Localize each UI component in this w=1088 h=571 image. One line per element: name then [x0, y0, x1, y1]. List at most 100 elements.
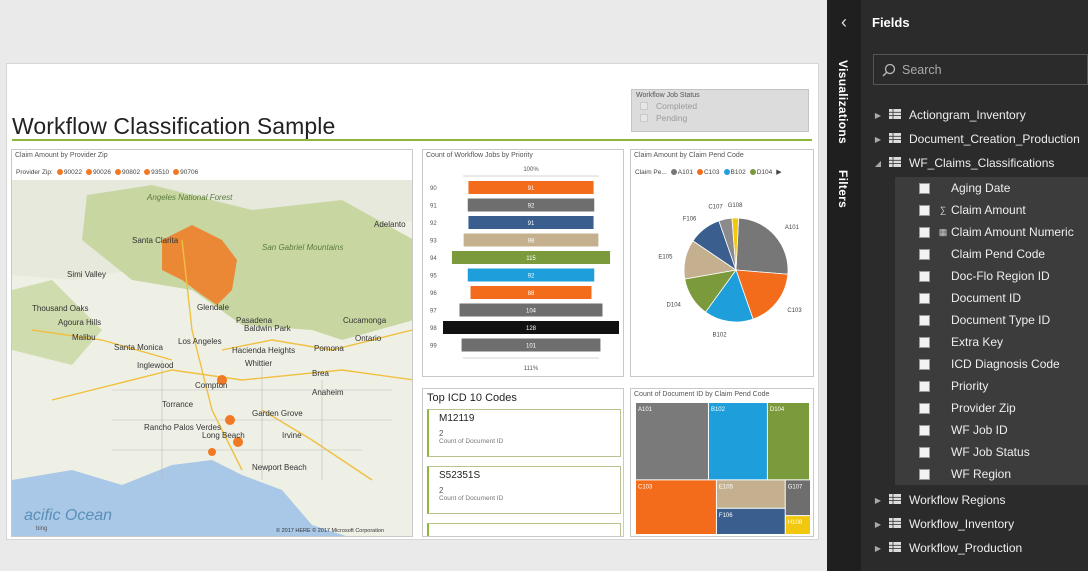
- collapsed-arrow-icon[interactable]: ▶: [874, 495, 882, 505]
- field-checkbox[interactable]: [919, 292, 930, 304]
- field-table[interactable]: ▶ Document_Creation_Production: [861, 127, 1088, 151]
- icd-card[interactable]: M12119 2 Count of Document ID: [427, 409, 621, 457]
- pie-slice[interactable]: [735, 217, 789, 275]
- field-checkbox[interactable]: [919, 424, 930, 436]
- field-checkbox[interactable]: [919, 248, 930, 260]
- field-table[interactable]: ◢ WF_Claims_Classifications: [861, 151, 1088, 175]
- collapsed-arrow-icon[interactable]: ▶: [874, 134, 882, 144]
- field-item[interactable]: ICD Diagnosis Code: [895, 353, 1088, 375]
- field-item[interactable]: Document Type ID: [895, 309, 1088, 331]
- treemap-cell[interactable]: [716, 480, 785, 508]
- field-table[interactable]: ▶ Workflow Regions: [861, 488, 1088, 512]
- funnel-bar[interactable]: [443, 321, 619, 334]
- fields-search-input[interactable]: Search: [873, 54, 1088, 85]
- treemap-cell[interactable]: [785, 480, 810, 516]
- field-checkbox[interactable]: [919, 380, 930, 392]
- map-canvas[interactable]: Adelanto Santa Clarita Simi Valley Thous…: [12, 180, 413, 537]
- legend-item[interactable]: 90706: [173, 169, 198, 176]
- legend-item[interactable]: 90022: [56, 169, 82, 176]
- treemap-cell[interactable]: [785, 516, 810, 534]
- collapsed-arrow-icon[interactable]: ▶: [874, 519, 882, 529]
- field-item[interactable]: Extra Key: [895, 331, 1088, 353]
- field-checkbox[interactable]: [919, 446, 930, 458]
- treemap-cell[interactable]: [716, 508, 785, 534]
- funnel-bar[interactable]: [459, 303, 603, 317]
- field-checkbox[interactable]: [919, 358, 930, 370]
- legend-item[interactable]: 93510: [144, 169, 169, 176]
- field-item[interactable]: Provider Zip: [895, 397, 1088, 419]
- treemap-cell[interactable]: [708, 403, 767, 480]
- treemap-cell[interactable]: [767, 403, 809, 480]
- legend-item[interactable]: 90802: [115, 169, 140, 176]
- funnel-chart[interactable]: 100% 111% 90 91 91 92 92 91 93 98 94 115 95 92 96 88 9…: [423, 150, 624, 377]
- legend-item[interactable]: D104: [749, 169, 772, 176]
- zip-marker[interactable]: [225, 415, 235, 425]
- treemap-cell[interactable]: [636, 403, 708, 480]
- zip-marker[interactable]: [233, 437, 243, 447]
- zip-marker[interactable]: [217, 375, 227, 385]
- funnel-bar[interactable]: [467, 268, 595, 282]
- checkbox[interactable]: [640, 102, 648, 110]
- legend-item[interactable]: C103: [696, 169, 720, 176]
- field-item[interactable]: Document ID: [895, 287, 1088, 309]
- treemap-visual[interactable]: Count of Document ID by Claim Pend Code …: [630, 388, 814, 537]
- tab-filters[interactable]: Filters: [836, 170, 850, 209]
- field-checkbox[interactable]: [919, 402, 930, 414]
- workflow-job-status-slicer[interactable]: Workflow Job Status Completed Pending: [631, 89, 809, 132]
- pie-slice[interactable]: [731, 217, 740, 271]
- funnel-bar[interactable]: [463, 233, 599, 247]
- field-item[interactable]: ∑ Claim Amount: [895, 199, 1088, 221]
- checkbox[interactable]: [640, 114, 648, 122]
- tab-visualizations[interactable]: Visualizations: [836, 60, 850, 145]
- field-item[interactable]: Priority: [895, 375, 1088, 397]
- field-table[interactable]: ▶ Actiongram_Inventory: [861, 103, 1088, 127]
- funnel-bar[interactable]: [461, 338, 601, 352]
- collapsed-arrow-icon[interactable]: ▶: [874, 110, 882, 120]
- field-item[interactable]: Doc-Flo Region ID: [895, 265, 1088, 287]
- field-table[interactable]: ▶ Workflow_Production: [861, 536, 1088, 560]
- field-checkbox[interactable]: [919, 270, 930, 282]
- field-item[interactable]: WF Region: [895, 463, 1088, 485]
- field-checkbox[interactable]: [919, 182, 930, 194]
- highlighted-zip-region[interactable]: [162, 225, 237, 305]
- funnel-visual[interactable]: Count of Workflow Jobs by Priority 100% …: [422, 149, 624, 377]
- icd-multirow-card[interactable]: Top ICD 10 Codes M12119 2 Count of Docum…: [422, 388, 624, 537]
- collapsed-arrow-icon[interactable]: ▶: [874, 543, 882, 553]
- legend-next-icon[interactable]: ▶: [776, 169, 782, 176]
- pie-visual[interactable]: Claim Amount by Claim Pend Code Claim Pe…: [630, 149, 814, 377]
- field-checkbox[interactable]: [919, 226, 930, 238]
- legend-item[interactable]: B102: [723, 169, 746, 176]
- funnel-bar[interactable]: [468, 216, 594, 229]
- expanded-arrow-icon[interactable]: ◢: [874, 158, 882, 168]
- field-item[interactable]: WF Job ID: [895, 419, 1088, 441]
- field-checkbox[interactable]: [919, 336, 930, 348]
- legend-item[interactable]: 90026: [85, 169, 111, 176]
- icd-card[interactable]: S52351S 2 Count of Document ID: [427, 466, 621, 514]
- funnel-bar[interactable]: [451, 251, 611, 264]
- funnel-bar[interactable]: [470, 286, 592, 299]
- treemap-cell[interactable]: [636, 480, 716, 534]
- field-table[interactable]: ▶ Workflow_Inventory: [861, 512, 1088, 536]
- zip-marker[interactable]: [208, 448, 216, 456]
- treemap-chart[interactable]: A101 B102 D104 C103 E105 F106 G107 H108: [631, 389, 814, 537]
- table-icon: [885, 132, 909, 146]
- field-item[interactable]: WF Job Status: [895, 441, 1088, 463]
- search-placeholder: Search: [902, 62, 942, 77]
- field-checkbox[interactable]: [919, 204, 930, 216]
- collapse-pane-icon[interactable]: ‹: [841, 11, 847, 32]
- map-place-label: San Gabriel Mountains: [262, 243, 343, 252]
- field-checkbox[interactable]: [919, 468, 930, 480]
- legend-item[interactable]: A101: [670, 169, 693, 176]
- slicer-option-pending[interactable]: Pending: [636, 113, 804, 123]
- field-checkbox[interactable]: [919, 314, 930, 326]
- field-item[interactable]: ▦ Claim Amount Numeric: [895, 221, 1088, 243]
- funnel-bar[interactable]: [468, 181, 594, 194]
- slicer-option-completed[interactable]: Completed: [636, 101, 804, 111]
- funnel-bar[interactable]: [467, 198, 595, 212]
- icd-card[interactable]: [427, 523, 621, 536]
- map-visual[interactable]: Claim Amount by Provider Zip Provider Zi…: [11, 149, 413, 537]
- field-item[interactable]: Claim Pend Code: [895, 243, 1088, 265]
- field-item[interactable]: Aging Date: [895, 177, 1088, 199]
- pie-slice[interactable]: [704, 269, 754, 323]
